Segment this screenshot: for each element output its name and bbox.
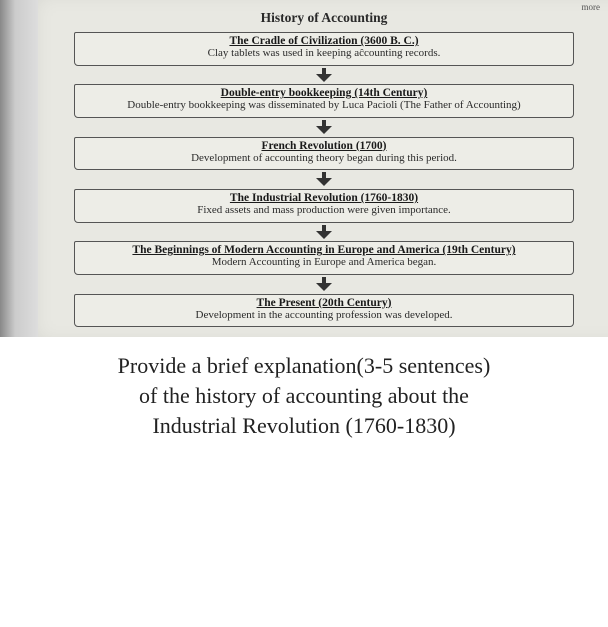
prompt-line-2: of the history of accounting about the: [20, 381, 588, 411]
flow-box-title: The Industrial Revolution (1760-1830): [83, 192, 565, 204]
flow-box-body: Fixed assets and mass production were gi…: [83, 204, 565, 218]
flow-box-title: Double-entry bookkeeping (14th Century): [83, 87, 565, 99]
page-title: History of Accounting: [60, 10, 588, 26]
flow-box-industrial-rev: The Industrial Revolution (1760-1830) Fi…: [74, 189, 574, 223]
arrow-down-icon: [60, 277, 588, 292]
corner-note: more: [582, 2, 601, 12]
flow-box-body: Clay tablets was used in keeping aĉcount…: [83, 47, 565, 61]
flow-box-body: Modern Accounting in Europe and America …: [83, 256, 565, 270]
book-spine: [0, 0, 38, 337]
arrow-down-icon: [60, 120, 588, 135]
flow-box-body: Development of accounting theory began d…: [83, 152, 565, 166]
flow-box-present: The Present (20th Century) Development i…: [74, 294, 574, 328]
prompt-line-1: Provide a brief explanation(3-5 sentence…: [20, 351, 588, 381]
flow-box-title: The Present (20th Century): [83, 297, 565, 309]
flow-box-title: French Revolution (1700): [83, 140, 565, 152]
flow-box-title: The Cradle of Civilization (3600 B. C.): [83, 35, 565, 47]
flow-box-double-entry: Double-entry bookkeeping (14th Century) …: [74, 84, 574, 118]
question-prompt: Provide a brief explanation(3-5 sentence…: [0, 337, 608, 440]
flow-box-modern-accounting: The Beginnings of Modern Accounting in E…: [74, 241, 574, 275]
flow-box-body: Development in the accounting profession…: [83, 309, 565, 323]
flow-box-french-rev: French Revolution (1700) Development of …: [74, 137, 574, 171]
flow-box-body: Double-entry bookkeeping was disseminate…: [83, 99, 565, 113]
flow-box-cradle: The Cradle of Civilization (3600 B. C.) …: [74, 32, 574, 66]
prompt-line-3: Industrial Revolution (1760-1830): [20, 411, 588, 441]
arrow-down-icon: [60, 225, 588, 240]
arrow-down-icon: [60, 68, 588, 83]
arrow-down-icon: [60, 172, 588, 187]
scanned-page: more History of Accounting The Cradle of…: [0, 0, 608, 337]
flow-box-title: The Beginnings of Modern Accounting in E…: [83, 244, 565, 256]
